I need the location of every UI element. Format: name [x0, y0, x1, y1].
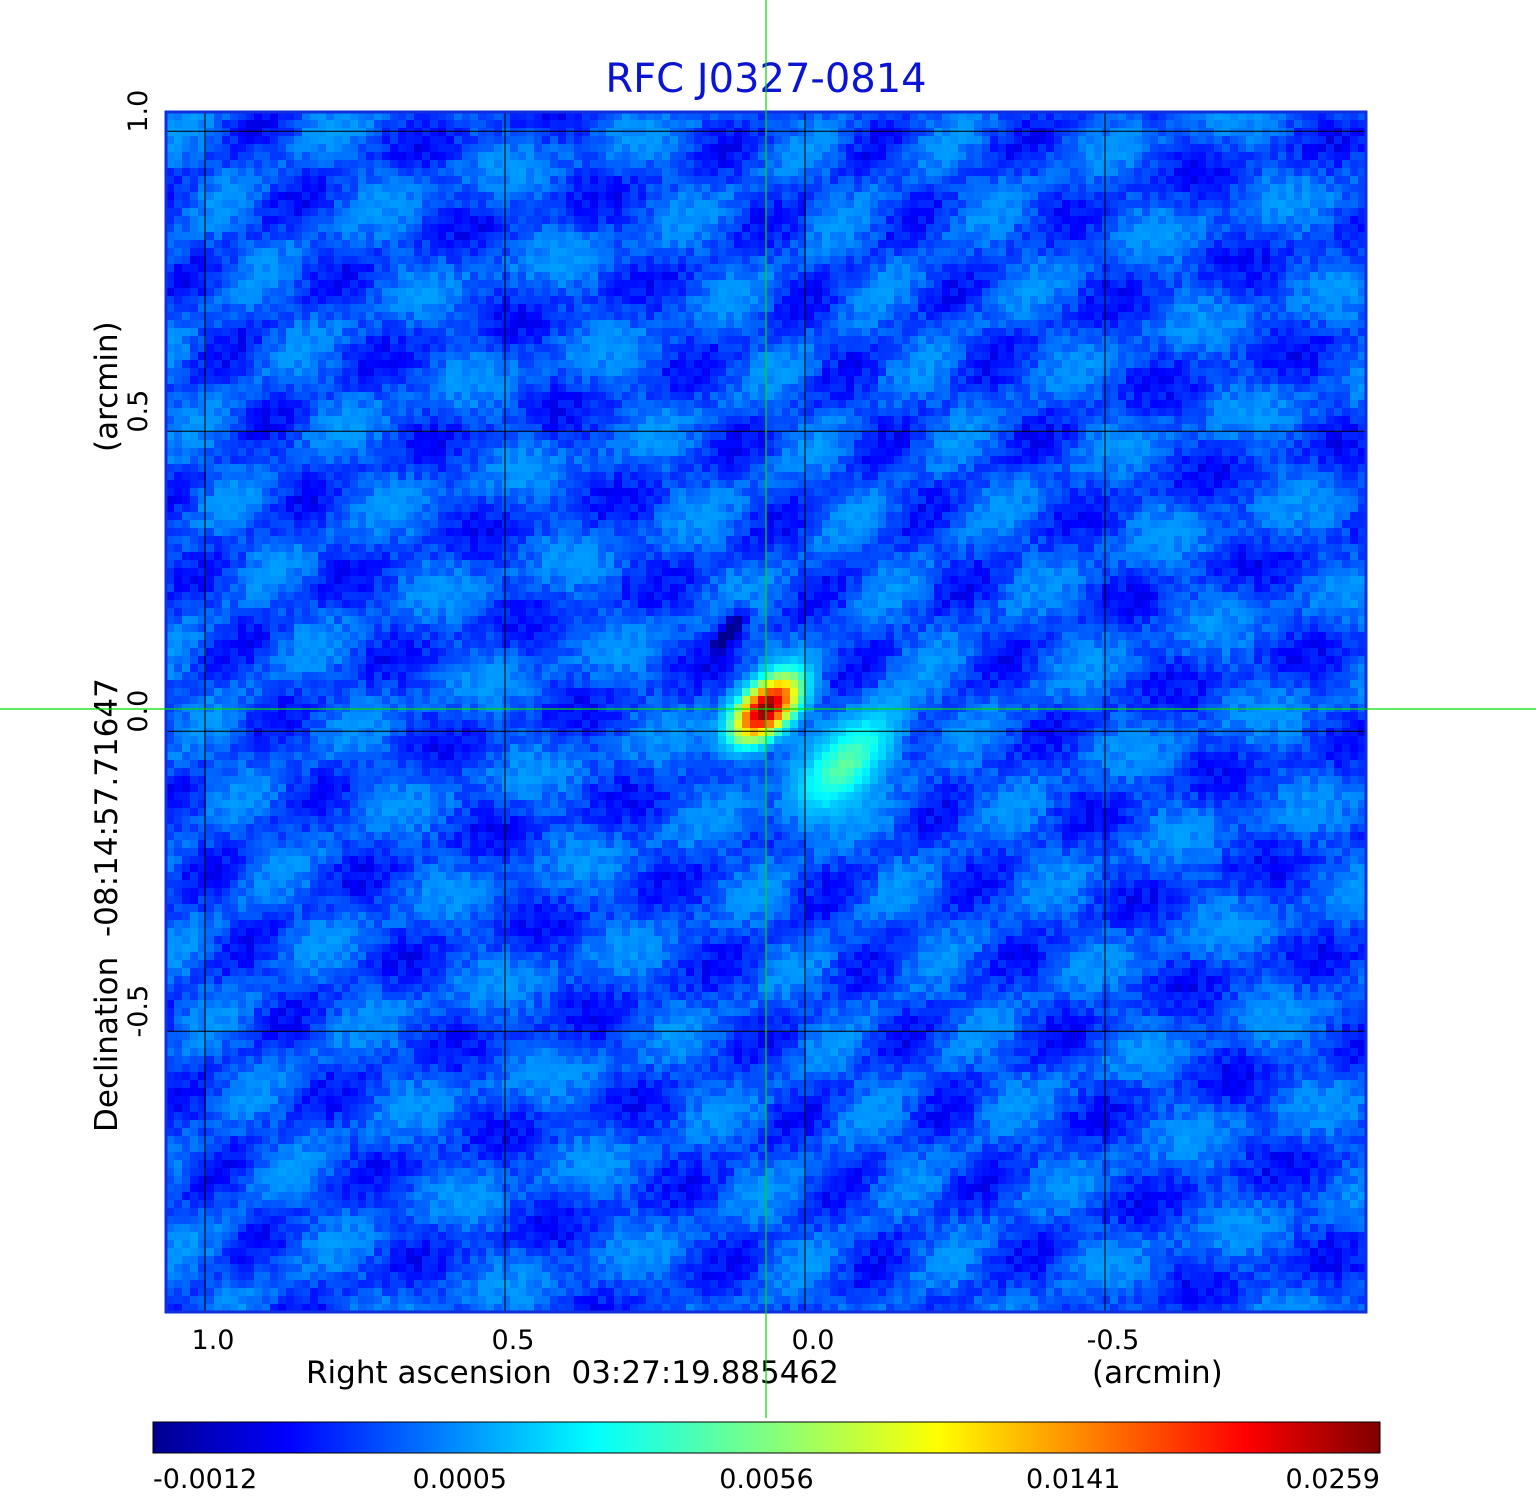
colorbar-tick-label: 0.0141: [1026, 1464, 1120, 1495]
colorbar-tick-labels: -0.0012 0.0005 0.0056 0.0141 0.0259: [153, 1464, 1380, 1495]
x-tick-label: 0.0: [792, 1325, 835, 1356]
colorbar: [152, 1421, 1381, 1454]
y-tick-label: 1.0: [123, 90, 154, 133]
colorbar-tick-label: 0.0056: [719, 1464, 813, 1495]
x-tick-label: 0.5: [492, 1325, 535, 1356]
x-tick-label: 1.0: [192, 1325, 235, 1356]
crosshair: [0, 0, 1536, 1418]
y-axis-label: Declination -08:14:57.71647: [89, 678, 125, 1132]
colorbar-tick-label: 0.0005: [413, 1464, 507, 1495]
colorbar-tick-label: -0.0012: [153, 1464, 257, 1495]
y-tick-label: 0.5: [123, 390, 154, 433]
x-tick-label: -0.5: [1087, 1325, 1140, 1356]
x-axis-label: Right ascension 03:27:19.885462: [306, 1355, 839, 1391]
y-axis-unit: (arcmin): [89, 321, 125, 452]
x-axis-unit: (arcmin): [1092, 1355, 1223, 1391]
colorbar-tick-label: 0.0259: [1286, 1464, 1380, 1495]
y-tick-labels: 1.0 0.5 0.0 -0.5: [123, 90, 154, 1038]
y-tick-label: -0.5: [123, 985, 154, 1038]
y-tick-label: 0.0: [123, 690, 154, 733]
x-tick-labels: 1.0 0.5 0.0 -0.5: [192, 1325, 1140, 1356]
